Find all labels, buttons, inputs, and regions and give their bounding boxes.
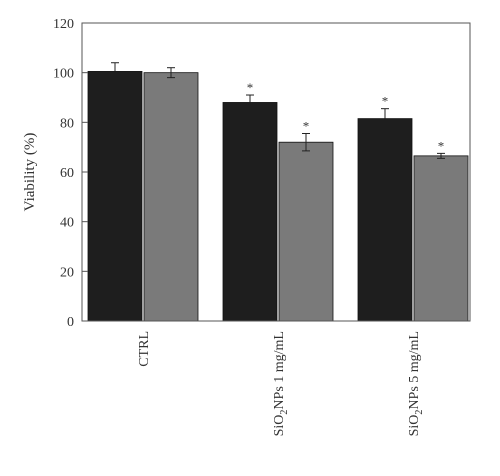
bar-1-1 xyxy=(278,141,334,322)
bars-layer xyxy=(87,62,469,322)
x-category-label-0: CTRL xyxy=(137,331,152,367)
x-category-label-1: SiO2NPs 1 mg/mL xyxy=(272,331,290,436)
x-category-label-2: SiO2NPs 5 mg/mL xyxy=(407,331,425,436)
significance-marker-1-1: * xyxy=(303,119,310,134)
x-category-label-prefix-1: SiO xyxy=(272,415,287,437)
x-category-label-subscript-2: 2 xyxy=(414,410,425,415)
bar-0-0 xyxy=(87,71,143,322)
bar-1-0 xyxy=(222,102,278,322)
y-tick-label-100: 100 xyxy=(53,67,74,82)
significance-marker-2-1: * xyxy=(438,138,445,153)
significance-marker-1-0: * xyxy=(247,80,254,95)
x-category-label-suffix-1: NPs 1 mg/mL xyxy=(272,331,287,410)
bar-2-0 xyxy=(357,118,413,322)
significance-marker-2-0: * xyxy=(382,94,389,109)
labels-layer: CTRL**SiO2NPs 1 mg/mL**SiO2NPs 5 mg/mL xyxy=(137,80,444,436)
y-axis-label: Viability (%) xyxy=(22,133,38,212)
x-category-label-suffix-2: NPs 5 mg/mL xyxy=(407,331,422,410)
y-tick-label-120: 120 xyxy=(53,17,74,32)
x-category-label-subscript-1: 2 xyxy=(279,410,290,415)
y-tick-label-40: 40 xyxy=(60,216,74,231)
bar-0-1 xyxy=(143,72,199,322)
y-tick-label-60: 60 xyxy=(60,166,74,181)
y-tick-label-0: 0 xyxy=(67,315,74,330)
ticks-layer: 0 20 40 60 80 100 120 xyxy=(53,17,88,330)
y-tick-label-80: 80 xyxy=(60,116,74,131)
bar-2-1 xyxy=(413,155,469,322)
x-category-label-prefix-2: SiO xyxy=(407,415,422,437)
y-tick-label-20: 20 xyxy=(60,265,74,280)
